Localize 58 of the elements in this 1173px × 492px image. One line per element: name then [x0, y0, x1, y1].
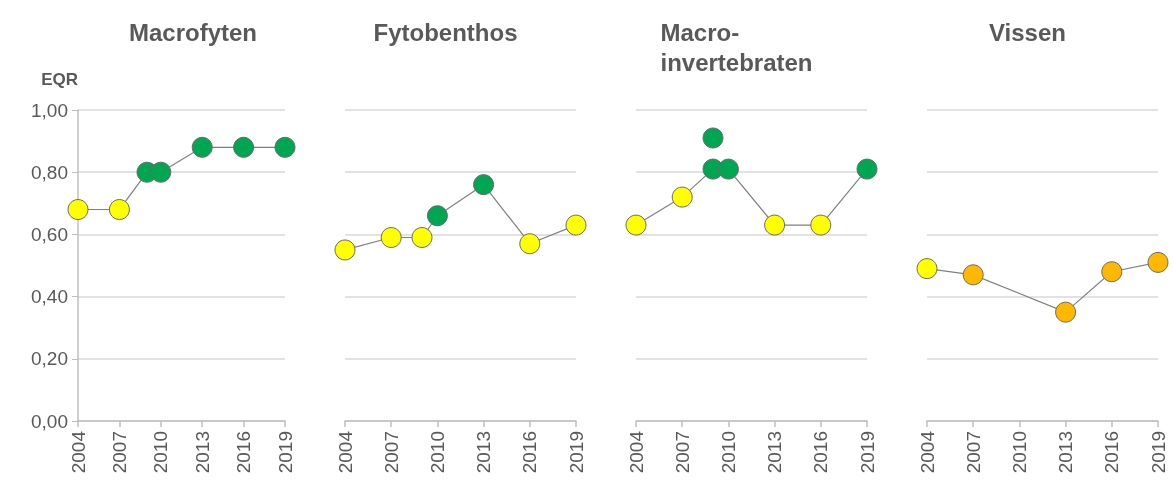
point: [108, 199, 130, 221]
x-tick-label: 2004: [67, 430, 89, 474]
point: [334, 239, 356, 261]
x-tick-label: 2013: [473, 431, 495, 474]
point: [233, 136, 255, 158]
chart-title: Macrofyten: [128, 18, 258, 46]
chart-title: Fytobenthos: [373, 18, 518, 46]
x-tick-label: 2007: [380, 431, 402, 474]
point: [565, 214, 587, 236]
point: [625, 214, 647, 236]
x-tick-label: 2004: [625, 430, 647, 474]
point: [810, 214, 832, 236]
x-tick-label: 2010: [1008, 431, 1030, 474]
x-tick-label: 2013: [1055, 431, 1077, 474]
x-tick-label: 2010: [426, 431, 448, 474]
point: [67, 199, 89, 221]
y-tick-label: 0,80: [31, 161, 68, 183]
y-tick-label: 1,00: [31, 99, 68, 121]
point: [380, 227, 402, 248]
point: [764, 214, 786, 236]
x-tick-label: 2019: [856, 431, 878, 474]
x-tick-label: 2007: [671, 431, 693, 474]
point: [1101, 261, 1123, 283]
x-tick-label: 2004: [334, 430, 356, 474]
x-tick-label: 2007: [108, 431, 130, 474]
x-tick-label: 2004: [916, 430, 938, 474]
x-tick-label: 2019: [1147, 431, 1169, 474]
x-tick-label: 2019: [565, 431, 587, 474]
point: [702, 127, 724, 149]
point: [411, 227, 433, 248]
y-tick-label: 0,00: [31, 410, 68, 432]
y-tick-label: 0,60: [31, 223, 68, 245]
x-tick-label: 2019: [274, 431, 296, 474]
chart-title: Vissen: [989, 18, 1066, 46]
x-tick-label: 2013: [191, 431, 213, 474]
y-tick-label: 0,20: [31, 348, 68, 370]
chart-title: Macro- invertebraten: [660, 18, 813, 76]
point: [916, 258, 938, 280]
y-axis-title: EQR: [41, 70, 78, 89]
point: [519, 233, 541, 255]
point: [671, 186, 693, 208]
point: [962, 264, 984, 286]
point: [274, 136, 296, 158]
x-tick-label: 2016: [519, 431, 541, 474]
point: [426, 205, 448, 227]
x-tick-label: 2016: [233, 431, 255, 474]
x-tick-label: 2010: [717, 431, 739, 474]
x-tick-label: 2016: [810, 431, 832, 474]
y-tick-label: 0,40: [31, 286, 68, 308]
x-tick-label: 2010: [150, 431, 172, 474]
point: [473, 174, 495, 196]
x-tick-label: 2007: [962, 431, 984, 474]
x-tick-label: 2016: [1101, 431, 1123, 474]
point: [1147, 251, 1169, 273]
x-tick-label: 2013: [764, 431, 786, 474]
point: [191, 136, 213, 158]
point: [1055, 301, 1077, 323]
point: [150, 161, 172, 183]
